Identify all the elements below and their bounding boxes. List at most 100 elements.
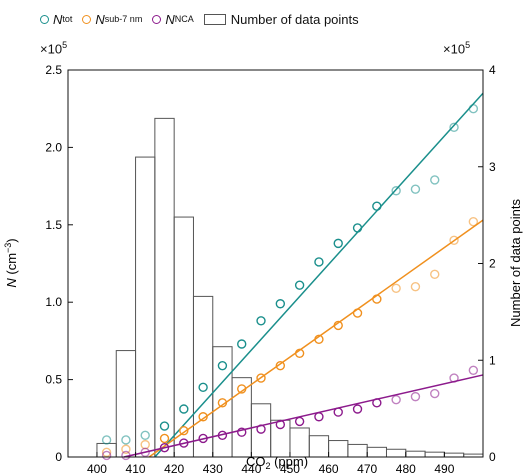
data-point-ntot [449, 122, 459, 132]
histogram-bar [443, 452, 465, 458]
x-tick-label: 490 [434, 462, 454, 473]
data-point-nsub7 [256, 373, 266, 383]
legend-marker-ntot [40, 14, 49, 24]
data-point-nsub7 [352, 308, 363, 318]
y2-axis-label: Number of data points [508, 199, 523, 327]
data-point-ntot [121, 435, 131, 445]
x-tick-label: 450 [280, 462, 300, 473]
data-point-nnca [449, 373, 459, 383]
y-right-tick-label: 4 [489, 63, 496, 77]
y-left-tick-label: 1.0 [45, 295, 62, 309]
histogram-bar [250, 403, 272, 458]
legend-sub-nnca: NCA [174, 14, 194, 24]
histogram-bar [115, 350, 137, 458]
data-point-nnca [410, 391, 421, 402]
y-left-tick-label: 2.0 [45, 140, 62, 154]
x-tick-label: 400 [87, 462, 107, 473]
data-point-nnca [391, 395, 401, 405]
x-tick-label: 430 [203, 462, 223, 473]
data-point-nsub7 [372, 294, 382, 304]
data-point-nsub7 [179, 425, 189, 436]
fit-line-nnca [123, 374, 484, 458]
data-point-ntot [391, 186, 401, 196]
data-point-ntot [372, 201, 382, 211]
x-tick-label: 480 [396, 462, 416, 473]
y-left-tick-label: 2.5 [45, 63, 62, 77]
x-tick-label: 420 [164, 462, 184, 473]
data-point-nnca [294, 416, 305, 427]
data-point-ntot [468, 103, 479, 114]
data-point-ntot [430, 175, 440, 185]
data-point-ntot [256, 316, 266, 326]
data-point-nnca [237, 427, 247, 437]
legend-label-ntot: N [53, 11, 63, 27]
histogram-bar [405, 450, 426, 458]
data-point-nnca [179, 438, 189, 448]
data-point-ntot [140, 430, 150, 441]
histogram-bar [366, 446, 387, 458]
data-point-nnca [256, 424, 266, 434]
histogram-layer [96, 117, 484, 458]
data-point-nsub7 [217, 398, 228, 408]
histogram-bar [212, 346, 233, 458]
data-point-ntot [275, 299, 286, 309]
data-point-ntot [294, 280, 305, 290]
fit-lines-layer [123, 92, 484, 458]
histogram-bar [308, 435, 330, 458]
histogram-bar [328, 440, 349, 458]
data-point-nsub7 [314, 334, 324, 345]
x-tick-label: 440 [241, 462, 261, 473]
data-point-nnca [372, 398, 382, 408]
data-point-nsub7 [275, 360, 286, 371]
legend-label-hist: Number of data points [230, 11, 359, 27]
data-point-nsub7 [468, 217, 479, 227]
data-point-nsub7 [430, 269, 440, 280]
y-right-tick-label: 2 [489, 257, 496, 271]
data-point-nsub7 [101, 447, 112, 458]
data-point-nsub7 [449, 235, 459, 245]
histogram-bar [135, 156, 156, 458]
y-axis-label: N (cm−3) [3, 238, 19, 287]
data-point-ntot [217, 360, 228, 371]
legend-sub-ntot: tot [62, 14, 73, 24]
histogram-bar [385, 448, 407, 458]
data-point-nnca [430, 388, 440, 399]
y-left-tick-label: 0.5 [45, 373, 62, 387]
data-point-nnca [198, 433, 208, 444]
data-point-nnca [333, 407, 343, 417]
data-point-nsub7 [140, 439, 150, 450]
data-point-ntot [198, 382, 208, 393]
legend-sub-nsub7: sub-7 nm [104, 14, 143, 24]
data-point-nnca [159, 443, 170, 453]
legend-item-hist: Number of data points [203, 11, 359, 27]
data-point-nnca [314, 412, 324, 422]
data-point-ntot [101, 435, 112, 445]
legend-item-nnca: N NCA [152, 12, 194, 27]
data-point-nnca [101, 450, 112, 461]
data-point-nsub7 [159, 433, 170, 444]
data-point-ntot [352, 223, 363, 233]
scatter-points-layer [101, 103, 479, 461]
data-point-nsub7 [237, 384, 247, 394]
data-point-nsub7 [391, 283, 401, 293]
left-multiplier: ×105 [40, 40, 68, 57]
histogram-bar [347, 443, 368, 458]
y-right-tick-label: 0 [489, 450, 496, 464]
data-point-nnca [468, 365, 479, 376]
y-right-tick-label: 1 [489, 353, 496, 367]
histogram-bar [192, 295, 214, 458]
x-tick-label: 470 [357, 462, 377, 473]
data-point-nnca [140, 447, 150, 458]
histogram-bar [96, 442, 117, 458]
data-point-ntot [237, 339, 247, 349]
y-left-tick-label: 1.5 [45, 218, 62, 232]
data-point-nsub7 [121, 444, 131, 454]
axes-layer: 400 410 420 430 440 450 460 470 480 49000.51.01.5… [45, 63, 496, 473]
data-point-ntot [314, 257, 324, 267]
histogram-bar [270, 419, 291, 458]
legend-label-nsub7: N [95, 11, 105, 27]
